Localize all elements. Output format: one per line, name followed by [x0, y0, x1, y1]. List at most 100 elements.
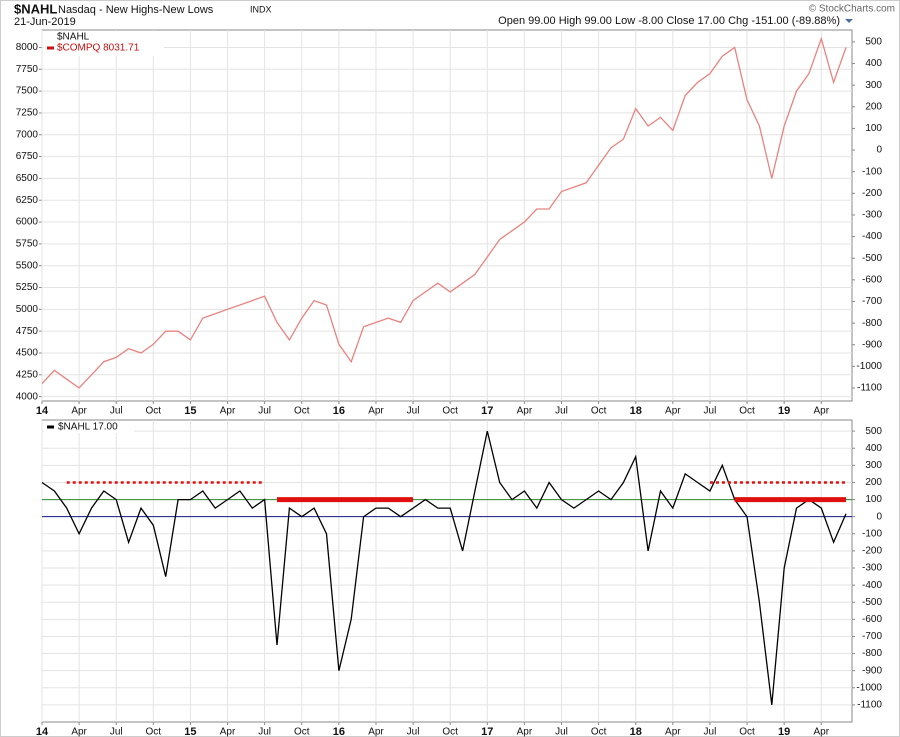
y-tick-label: 0: [876, 511, 882, 522]
symbol: $NAHL: [14, 1, 57, 16]
y-tick-label: 6250: [16, 195, 39, 206]
x-tick-label: 17: [481, 405, 493, 417]
x-tick-label: Apr: [813, 727, 829, 737]
dropdown-icon[interactable]: [845, 19, 853, 23]
x-tick-label: Jul: [258, 406, 271, 417]
x-tick-label: 14: [36, 726, 49, 737]
x-tick-label: Oct: [146, 406, 162, 417]
x-tick-label: Oct: [294, 727, 310, 737]
legend-box: [44, 31, 164, 56]
x-tick-label: Apr: [665, 406, 681, 417]
y2-tick-label: 300: [865, 80, 882, 91]
x-tick-label: 15: [184, 726, 196, 737]
y-tick-label: 5750: [16, 239, 39, 250]
x-tick-label: 17: [481, 726, 493, 737]
y-tick-label: 7500: [16, 86, 39, 97]
y-tick-label: 7000: [16, 129, 39, 140]
y2-tick-label: -200: [862, 188, 882, 199]
x-tick-label: 18: [630, 726, 642, 737]
x-tick-label: Oct: [442, 727, 458, 737]
x-tick-label: Jul: [704, 727, 717, 737]
x-tick-label: Apr: [368, 406, 384, 417]
x-tick-label: Apr: [517, 406, 533, 417]
plot-area: [41, 29, 853, 402]
y2-tick-label: 400: [865, 58, 882, 69]
credit: © StockCharts.com: [809, 4, 895, 15]
y-tick-label: 5500: [16, 260, 39, 271]
y-tick-label: -800: [862, 648, 882, 659]
x-tick-label: Oct: [146, 727, 162, 737]
y-tick-label: -1100: [857, 700, 882, 711]
y-tick-label: 8000: [16, 42, 39, 53]
y-tick-label: 5250: [16, 282, 39, 293]
y2-tick-label: 0: [876, 145, 882, 156]
x-tick-label: 19: [778, 726, 790, 737]
exchange: INDX: [250, 4, 272, 14]
x-tick-label: 19: [778, 405, 790, 417]
y-tick-label: 4750: [16, 326, 39, 337]
y2-tick-label: -1000: [856, 361, 882, 372]
x-tick-label: Jul: [258, 727, 271, 737]
y2-tick-label: -800: [862, 318, 882, 329]
legend-label: $COMPQ 8031.71: [57, 43, 140, 54]
y-tick-label: 100: [865, 494, 882, 505]
x-tick-label: Oct: [739, 727, 755, 737]
y2-tick-label: -600: [862, 274, 882, 285]
y-tick-label: 7250: [16, 108, 39, 119]
date: 21-Jun-2019: [14, 16, 76, 28]
y-tick-label: 300: [865, 460, 882, 471]
y-tick-label: 200: [865, 477, 882, 488]
x-tick-label: 15: [184, 405, 196, 417]
y-tick-label: -100: [862, 528, 882, 539]
data-line: [41, 430, 847, 705]
x-tick-label: Jul: [555, 406, 568, 417]
legend-label: $NAHL 17.00: [58, 422, 118, 433]
legend-box: [44, 421, 134, 433]
y-tick-label: 4500: [16, 348, 39, 359]
x-tick-label: Apr: [220, 727, 236, 737]
index-name: Nasdaq - New Highs-New Lows: [58, 4, 214, 16]
y2-tick-label: 200: [865, 101, 882, 112]
x-tick-label: Oct: [739, 406, 755, 417]
x-tick-label: Oct: [591, 727, 607, 737]
x-tick-label: Jul: [110, 406, 123, 417]
y2-tick-label: -500: [862, 253, 882, 264]
x-tick-label: Apr: [71, 406, 87, 417]
y-tick-label: 400: [865, 443, 882, 454]
x-tick-label: Jul: [407, 406, 420, 417]
y-tick-label: -200: [862, 546, 882, 557]
x-tick-label: 18: [630, 405, 642, 417]
x-tick-label: Oct: [294, 406, 310, 417]
y-tick-label: -500: [862, 597, 882, 608]
y-tick-label: -900: [862, 665, 882, 676]
y-tick-label: -300: [862, 563, 882, 574]
y-tick-label: 5000: [16, 304, 39, 315]
y-tick-label: -400: [862, 580, 882, 591]
y2-tick-label: -1100: [857, 383, 882, 394]
y2-tick-label: -400: [862, 231, 882, 242]
quote: Open 99.00 High 99.00 Low -8.00 Close 17…: [498, 15, 840, 27]
y2-tick-label: -900: [862, 339, 882, 350]
x-tick-label: Apr: [517, 727, 533, 737]
y2-tick-label: 100: [865, 123, 882, 134]
x-tick-label: Jul: [704, 406, 717, 417]
y-tick-label: 6750: [16, 151, 39, 162]
x-tick-label: Jul: [555, 727, 568, 737]
x-tick-label: 16: [333, 726, 345, 737]
y2-tick-label: -100: [862, 166, 882, 177]
x-tick-label: Jul: [110, 727, 123, 737]
y-tick-label: -1000: [856, 682, 882, 693]
y-tick-label: 7750: [16, 64, 39, 75]
x-tick-label: Apr: [665, 727, 681, 737]
plot-area: [41, 419, 853, 723]
x-tick-label: Apr: [71, 727, 87, 737]
y2-tick-label: -300: [862, 210, 882, 221]
x-tick-label: 14: [36, 405, 49, 417]
y-tick-label: -600: [862, 614, 882, 625]
y2-tick-label: 500: [865, 37, 882, 48]
x-tick-label: Apr: [813, 406, 829, 417]
x-tick-label: 16: [333, 405, 345, 417]
legend-label: $NAHL: [57, 32, 90, 43]
x-tick-label: Apr: [368, 727, 384, 737]
